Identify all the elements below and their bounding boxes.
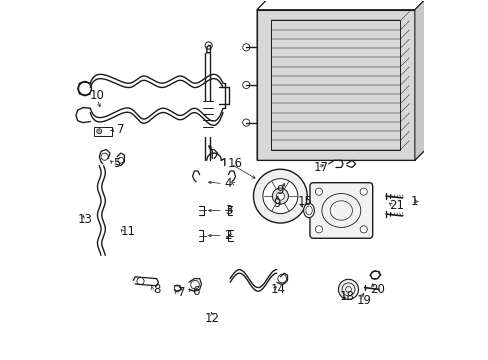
Circle shape [433,94,442,103]
Text: 2: 2 [224,229,232,242]
Text: 13: 13 [77,213,92,226]
Circle shape [360,188,366,195]
Circle shape [253,169,306,223]
Text: 16: 16 [227,157,243,170]
Circle shape [360,226,366,233]
FancyBboxPatch shape [94,127,112,136]
Polygon shape [257,0,434,10]
Bar [257,10,414,160]
Circle shape [263,179,297,213]
Circle shape [276,192,284,200]
Text: 4: 4 [224,177,232,190]
Text: 6: 6 [192,285,200,298]
Text: 19: 19 [356,294,371,307]
Text: 5: 5 [113,157,121,170]
Text: 9: 9 [276,184,284,197]
Text: 3: 3 [224,204,232,217]
Text: 1: 1 [410,195,418,208]
Circle shape [277,274,286,283]
Circle shape [137,278,144,285]
Circle shape [118,157,123,163]
Polygon shape [257,0,434,160]
Circle shape [370,271,379,279]
Circle shape [433,28,442,36]
Text: 15: 15 [297,195,312,208]
Text: 18: 18 [339,290,353,303]
Bar [271,21,400,149]
Text: 12: 12 [204,311,219,325]
Circle shape [97,129,102,134]
Text: 21: 21 [388,199,404,212]
Text: 17: 17 [313,161,328,174]
Circle shape [174,285,180,292]
Text: 20: 20 [369,283,384,296]
Circle shape [272,188,288,204]
Circle shape [204,42,212,49]
Polygon shape [414,0,434,160]
Text: 9: 9 [272,197,280,210]
Circle shape [338,279,358,300]
Text: 7: 7 [178,287,185,300]
Circle shape [101,153,108,160]
Text: 14: 14 [270,283,285,296]
Text: 10: 10 [90,89,105,102]
Ellipse shape [303,203,314,218]
Circle shape [190,280,199,289]
Text: 11: 11 [120,225,135,238]
Text: 8: 8 [153,283,160,296]
FancyBboxPatch shape [309,183,372,238]
Circle shape [315,226,322,233]
Circle shape [315,188,322,195]
Text: 7: 7 [117,123,124,136]
